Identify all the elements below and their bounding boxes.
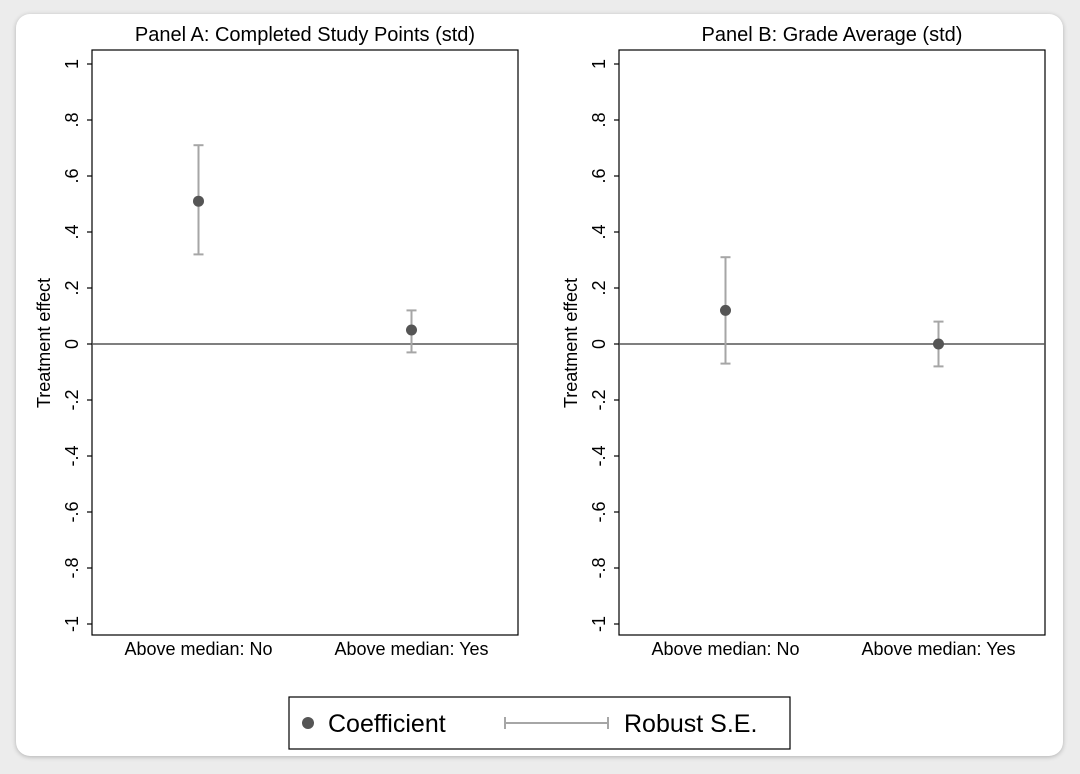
panel-a-y-tick-label: -.8: [62, 557, 82, 578]
panel-a-y-tick-label: -.4: [62, 445, 82, 466]
panel-a-y-tick-label: -.2: [62, 389, 82, 410]
panel-b-y-tick-label: -.2: [589, 389, 609, 410]
panel-b-y-tick-label: -.4: [589, 445, 609, 466]
panel-a-x-tick-label: Above median: Yes: [334, 639, 488, 659]
panel-a-coefficient-point: [406, 324, 417, 336]
panel-b-x-tick-label: Above median: Yes: [861, 639, 1015, 659]
panel-b-y-tick-label: -.6: [589, 501, 609, 522]
panel-b-coefficient-point: [720, 304, 731, 316]
panel-a-y-tick-label: .2: [62, 280, 82, 295]
panel-a-y-axis-label: Treatment effect: [34, 278, 54, 408]
panel-a-y-tick-label: .4: [62, 224, 82, 239]
panel-a-plot-frame: [91, 49, 519, 636]
panel-b-y-tick-label: .4: [589, 224, 609, 239]
panel-b-y-tick-label: .8: [589, 112, 609, 127]
panel-a-y-tick-label: 1: [62, 59, 82, 69]
panel-b-title: Panel B: Grade Average (std): [702, 24, 963, 46]
panel-b-x-tick-label: Above median: No: [651, 639, 799, 659]
panel-a-y-tick-label: 0: [62, 339, 82, 349]
panel-a-x-tick-label: Above median: No: [124, 639, 272, 659]
panel-a-coefficient-point: [193, 195, 204, 207]
panel-a-y-tick-label: -1: [62, 616, 82, 632]
panel-b-y-axis-label: Treatment effect: [561, 278, 581, 408]
legend-robust-se-marker-icon: [504, 717, 609, 729]
panel-b-y-tick-label: 0: [589, 339, 609, 349]
panel-b-y-tick-label: .2: [589, 280, 609, 295]
panel-a-y-tick-label: -.6: [62, 501, 82, 522]
legend-coefficient-marker-icon: [302, 717, 314, 729]
panel-a-title: Panel A: Completed Study Points (std): [135, 24, 475, 46]
panel-b-coefficient-point: [933, 338, 944, 350]
figure-card: [16, 14, 1063, 756]
panel-b-y-tick-label: 1: [589, 59, 609, 69]
panel-b-y-tick-label: -1: [589, 616, 609, 632]
panel-b-y-tick-label: .6: [589, 168, 609, 183]
legend-coefficient-label: Coefficient: [328, 710, 446, 738]
panel-b-y-tick-label: -.8: [589, 557, 609, 578]
panel-a-y-tick-label: .6: [62, 168, 82, 183]
legend-robust-se-label: Robust S.E.: [624, 710, 757, 738]
panel-a-y-tick-label: .8: [62, 112, 82, 127]
panel-b-plot-frame: [618, 49, 1046, 636]
